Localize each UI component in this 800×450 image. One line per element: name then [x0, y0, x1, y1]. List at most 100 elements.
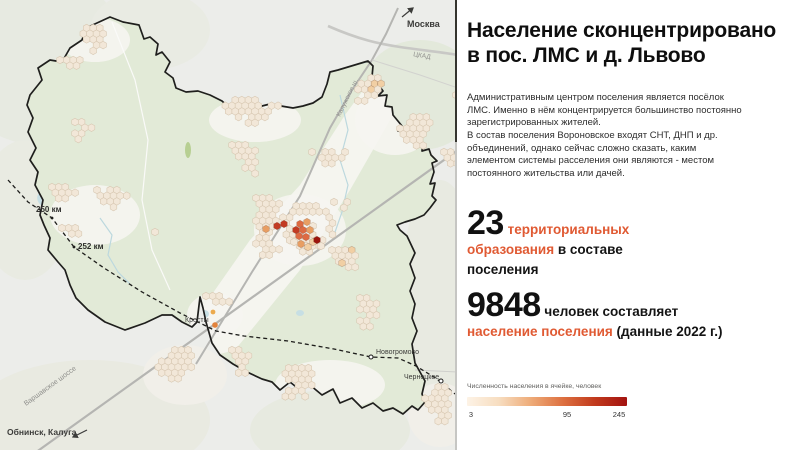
legend-tick: 3 [468, 410, 474, 419]
hexbin-cell [100, 197, 108, 206]
hexbin-cell [244, 118, 252, 127]
hexbin-cell [234, 112, 243, 122]
hexbin-cell [87, 123, 96, 132]
hexbin-cell [262, 224, 270, 234]
hexbin-cell [317, 241, 325, 251]
hexbin-cell [295, 207, 304, 216]
label-obninsk-kaluga: Обнинск, Калуга [7, 427, 77, 437]
hexbin-cell [158, 368, 166, 377]
hexbin-cell [284, 375, 293, 384]
hexbin-cell [252, 239, 260, 248]
road-minor [371, 59, 455, 88]
hexbin-cell [453, 160, 455, 167]
stat-population: 9848 человек составляет население поселе… [467, 288, 727, 342]
stat-highlight: территориальных образования [467, 222, 630, 257]
moscow-arrow [401, 7, 414, 18]
road-varshavskoe-shosse [37, 150, 455, 450]
hexbin-cell [296, 219, 304, 229]
hexbin-layer [48, 23, 455, 426]
hexbin-cell [83, 35, 91, 44]
railway-km-post [72, 245, 76, 249]
hexbin-cell [258, 250, 267, 260]
hexbin-cell [313, 235, 321, 245]
hexbin-cell [366, 322, 374, 331]
hexbin-cell [251, 118, 259, 127]
railway-km-post [50, 216, 54, 220]
hexbin-cell [292, 225, 300, 235]
stat-rest: в составе поселения [467, 242, 623, 277]
hexbin-cell [151, 227, 159, 237]
stat-highlight: население поселения [467, 324, 613, 339]
lake [296, 310, 304, 316]
hexbin-cell [302, 207, 310, 216]
hexbin-cell [71, 117, 79, 127]
hexbin-cell [434, 417, 442, 426]
hexbin-cell [187, 362, 195, 372]
hexbin-cell [273, 221, 281, 231]
hexbin-cell [427, 405, 436, 414]
hexbin-cell [452, 91, 455, 99]
hexbin-cell [359, 322, 367, 331]
hexbin-cell [202, 291, 210, 301]
label-tskad-road: ЦКАД [413, 51, 432, 61]
hexbin-cell [360, 96, 369, 105]
hexbin-cell [288, 392, 296, 401]
hexbin-cell [290, 237, 298, 247]
hexbin-cell [74, 134, 82, 144]
panel-title: Население сконцентрировано в пос. ЛМС и … [467, 19, 777, 68]
hexbin-cell [441, 417, 449, 426]
settlement-marker [368, 354, 374, 360]
label-250km: 250 км [36, 205, 62, 214]
legend-tick: 95 [562, 410, 572, 419]
legend-title: Численность населения в ячейке, человек [467, 383, 602, 390]
road-kaluzhskoe-shosse [195, 7, 399, 365]
hexbin-cell [68, 229, 76, 238]
hexbin-cell [301, 392, 309, 401]
hexbin-cell [304, 242, 312, 252]
hexbin-cell [340, 203, 348, 212]
hexbin-cell [54, 194, 63, 203]
hexbin-cell [218, 297, 227, 306]
hexbin-cell [174, 374, 182, 383]
hexbin-cell [235, 368, 243, 377]
panel-divider [455, 0, 457, 450]
hexbin-cell [330, 197, 338, 207]
hexbin-cell [89, 46, 97, 55]
hexbin-cell [302, 232, 310, 242]
railway-line [7, 179, 455, 395]
map-legend: Численность населения в ячейке, человек … [467, 383, 667, 424]
hexbin-cell [74, 229, 83, 238]
hexbin-cell [338, 258, 346, 268]
hexbin-cell [295, 231, 303, 241]
hexbin-cell [109, 202, 118, 212]
hexbin-cell [344, 262, 353, 272]
hexbin-cell [306, 225, 314, 235]
label-novogromovo: Новогромово [376, 349, 419, 356]
panel-body: Административным центром поселения являе… [467, 92, 742, 179]
hexbin-cell [281, 392, 289, 401]
hexbin-cell [297, 239, 305, 249]
hexbin-cell [265, 250, 273, 260]
river [99, 217, 131, 285]
stat-pre: человек составляет [544, 304, 679, 319]
map-area: Москва ЦКАД Калужское ш. 250 км 252 км Кресты… [0, 0, 455, 450]
hexbin-cell [241, 163, 249, 172]
hexbin-cell [280, 219, 288, 229]
hexbin-cell [321, 159, 329, 168]
hexbin-cell [275, 245, 283, 254]
label-252km: 252 км [78, 242, 104, 251]
hexbin-cell [71, 188, 79, 197]
hexbin-cell [309, 207, 317, 216]
hexbin-cell [308, 147, 316, 157]
hexbin-cell [167, 374, 176, 383]
stat-territorial-units: 23 территориальных образования в составе… [467, 206, 693, 279]
hexbin-cell [58, 223, 66, 233]
hexbin-cell [225, 107, 233, 116]
hexbin-cell [354, 96, 362, 105]
road-local [111, 21, 171, 291]
hexbin-cell [123, 191, 131, 200]
hexbin-cell [225, 297, 233, 306]
hexbin-cell [235, 152, 243, 161]
hexbin-cell [412, 141, 421, 150]
